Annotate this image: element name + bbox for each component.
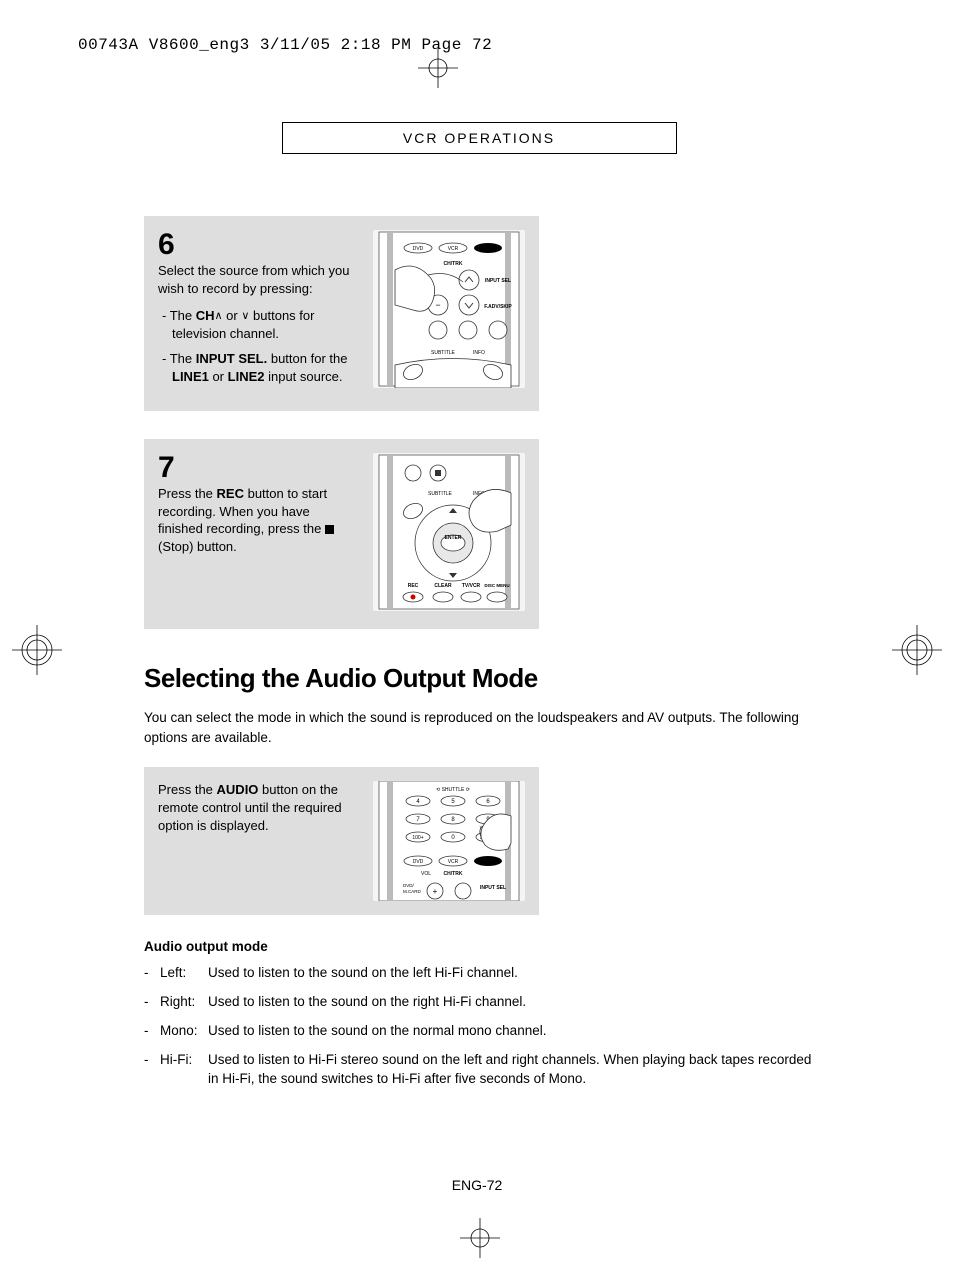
mode-row-hifi: - Hi-Fi: Used to listen to Hi-Fi stereo …: [144, 1051, 814, 1089]
text-fragment: Press the: [158, 782, 217, 797]
step-6-number: 6: [158, 230, 355, 260]
svg-text:CH/TRK: CH/TRK: [444, 261, 463, 267]
dash: -: [144, 964, 160, 983]
step-7-number: 7: [158, 453, 355, 483]
dash: -: [144, 1051, 160, 1089]
step-6-text: 6 Select the source from which you wish …: [158, 230, 355, 393]
svg-text:VCR: VCR: [448, 246, 459, 252]
svg-text:DISC MENU: DISC MENU: [484, 583, 509, 588]
line2-label: LINE2: [228, 369, 265, 384]
svg-text:ENTER: ENTER: [445, 535, 462, 541]
svg-text:INFO: INFO: [473, 350, 485, 356]
step-6-block: 6 Select the source from which you wish …: [144, 216, 539, 411]
mode-key: Right:: [160, 993, 208, 1012]
mode-row-mono: - Mono: Used to listen to the sound on t…: [144, 1022, 814, 1041]
audio-remote-figure: ⟲ SHUTTLE ⟳ 4 5 6 7 8 9 100+ 0 AUDIO TV …: [373, 781, 525, 901]
register-mark-left: [12, 625, 62, 675]
svg-text:DVD: DVD: [413, 859, 424, 865]
audio-output-heading: Selecting the Audio Output Mode: [144, 663, 814, 694]
page-number: ENG-72: [0, 1177, 954, 1193]
section-title: VCR OPERATIONS: [403, 130, 555, 146]
text-fragment: input source.: [264, 369, 342, 384]
svg-text:DVD/: DVD/: [403, 883, 415, 888]
input-sel-label: INPUT SEL.: [196, 351, 268, 366]
step-6-remote-figure: DVD VCR CH/TRK INPUT SEL − F.ADV/SKIP SU…: [373, 230, 525, 388]
audio-instruction-block: Press the AUDIO button on the remote con…: [144, 767, 539, 915]
svg-text:M.CARD: M.CARD: [403, 889, 421, 894]
section-title-box: VCR OPERATIONS: [282, 122, 677, 154]
mode-key: Mono:: [160, 1022, 208, 1041]
svg-text:CH/TRK: CH/TRK: [444, 871, 463, 877]
text-fragment: or: [223, 308, 242, 323]
svg-text:+: +: [433, 887, 438, 896]
svg-text:CLEAR: CLEAR: [434, 583, 452, 589]
line1-label: LINE1: [172, 369, 209, 384]
svg-text:−: −: [435, 300, 440, 310]
step-7-remote-figure: SUBTITLE INFO ENTER REC CLEAR TV/VCR DIS…: [373, 453, 525, 611]
step-6-intro: Select the source from which you wish to…: [158, 262, 355, 297]
text-fragment: (Stop) button.: [158, 539, 237, 554]
register-mark-right: [892, 625, 942, 675]
step-6-bullets: - The CH∧ or ∨ buttons for television ch…: [158, 307, 355, 385]
audio-mode-label: Audio output mode: [144, 939, 814, 954]
svg-text:F.ADV/SKIP: F.ADV/SKIP: [484, 304, 512, 310]
mode-row-left: - Left: Used to listen to the sound on t…: [144, 964, 814, 983]
svg-text:INPUT SEL: INPUT SEL: [480, 885, 506, 891]
text-fragment: or: [209, 369, 228, 384]
dash: -: [144, 993, 160, 1012]
svg-text:SUBTITLE: SUBTITLE: [428, 491, 453, 497]
text-fragment: - The: [162, 351, 196, 366]
ch-label: CH: [196, 308, 215, 323]
svg-text:⟲ SHUTTLE ⟳: ⟲ SHUTTLE ⟳: [436, 787, 471, 793]
rec-label: REC: [217, 486, 244, 501]
text-fragment: button for the: [267, 351, 347, 366]
register-mark-bottom: [460, 1218, 500, 1258]
text-fragment: Press the: [158, 486, 217, 501]
step-6-bullet-1: - The CH∧ or ∨ buttons for television ch…: [158, 307, 355, 342]
chevron-up-icon: ∧: [215, 310, 223, 322]
svg-text:TV/VCR: TV/VCR: [462, 583, 481, 589]
mode-key: Left:: [160, 964, 208, 983]
svg-text:REC: REC: [408, 583, 419, 589]
mode-val: Used to listen to the sound on the norma…: [208, 1022, 814, 1041]
audio-instruction-text: Press the AUDIO button on the remote con…: [158, 781, 355, 901]
mode-row-right: - Right: Used to listen to the sound on …: [144, 993, 814, 1012]
mode-key: Hi-Fi:: [160, 1051, 208, 1089]
stop-icon: [325, 525, 334, 534]
mode-val: Used to listen to the sound on the right…: [208, 993, 814, 1012]
step-7-block: 7 Press the REC button to start recordin…: [144, 439, 539, 629]
text-fragment: - The: [162, 308, 196, 323]
audio-output-intro: You can select the mode in which the sou…: [144, 708, 814, 747]
svg-text:100+: 100+: [412, 835, 423, 841]
dash: -: [144, 1022, 160, 1041]
mode-val: Used to listen to the sound on the left …: [208, 964, 814, 983]
step-6-bullet-2: - The INPUT SEL. button for the LINE1 or…: [158, 350, 355, 385]
register-mark-top: [418, 48, 458, 88]
mode-val: Used to listen to Hi-Fi stereo sound on …: [208, 1051, 814, 1089]
audio-mode-list: - Left: Used to listen to the sound on t…: [144, 964, 814, 1088]
step-7-desc: Press the REC button to start recording.…: [158, 485, 355, 555]
step-7-text: 7 Press the REC button to start recordin…: [158, 453, 355, 611]
svg-text:INPUT SEL: INPUT SEL: [485, 278, 511, 284]
page-content: VCR OPERATIONS 6 Select the source from …: [144, 122, 814, 1099]
svg-text:VOL: VOL: [421, 871, 431, 877]
svg-text:DVD: DVD: [413, 246, 424, 252]
svg-text:SUBTITLE: SUBTITLE: [431, 350, 456, 356]
svg-text:VCR: VCR: [448, 859, 459, 865]
audio-label: AUDIO: [217, 782, 259, 797]
